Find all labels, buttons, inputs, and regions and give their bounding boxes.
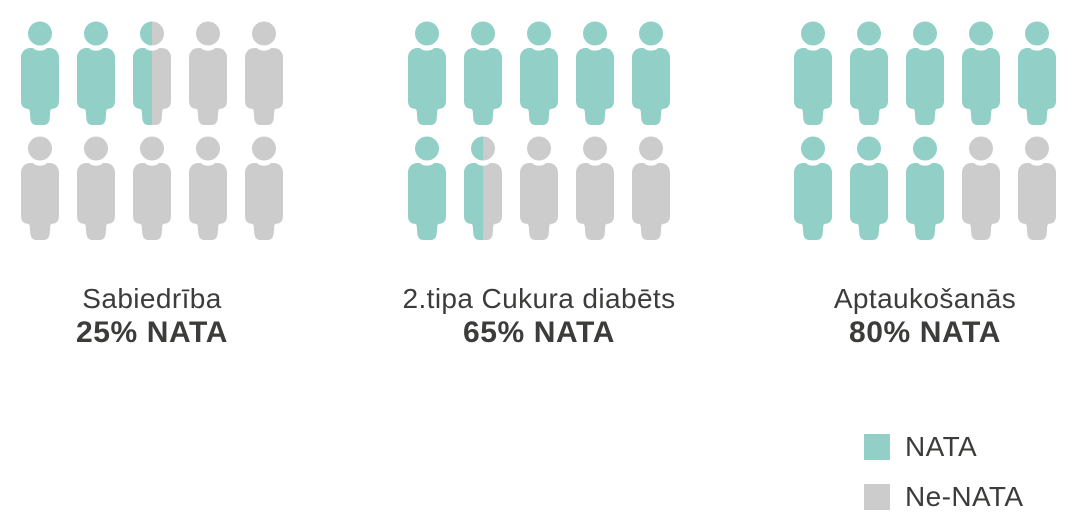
person-icon-half [464,136,502,240]
person-icon-full [906,136,944,240]
person-icon-empty [576,136,614,240]
person-icon-half [133,21,171,125]
legend-item-nata: NATA [864,431,1023,463]
person-icon-empty [245,136,283,240]
group-caption: Aptaukošanās 80% NATA [705,283,1080,349]
group-title: Sabiedrība [82,283,222,314]
group-caption: Sabiedrība 25% NATA [0,283,372,349]
person-icon-empty [133,136,171,240]
person-icon-full [77,21,115,125]
person-icon-empty [632,136,670,240]
person-icon-empty [1018,136,1056,240]
person-icon-full [794,136,832,240]
legend: NATA Ne-NATA [864,431,1023,513]
person-icon-full [464,21,502,125]
group-percentage: 25% NATA [75,316,229,349]
person-icon-full [794,21,832,125]
group-aptaukosanas: Aptaukošanās 80% NATA [794,21,1056,349]
person-icon-empty [21,136,59,240]
person-icon-full [962,21,1000,125]
legend-label-ne-nata: Ne-NATA [905,481,1024,512]
person-icon-empty [245,21,283,125]
person-icon-full [906,21,944,125]
group-sabiedriba: Sabiedrība 25% NATA [21,21,283,349]
person-icon-full [21,21,59,125]
person-icon-full [576,21,614,125]
person-icon-empty [77,136,115,240]
person-icon-full [520,21,558,125]
legend-label-nata: NATA [905,431,978,462]
person-icon-empty [189,136,227,240]
group-percentage: 80% NATA [848,316,1002,349]
person-icon-full [850,136,888,240]
icon-grid-aptaukosanas [794,21,1056,240]
group-caption: 2.tipa Cukura diabēts 65% NATA [319,283,759,349]
person-icon-full [850,21,888,125]
group-title: 2.tipa Cukura diabēts [402,283,676,314]
group-cukura-diabets: 2.tipa Cukura diabēts 65% NATA [402,21,675,349]
icon-grid-cukura-diabets [408,21,670,240]
person-icon-full [408,21,446,125]
group-percentage: 65% NATA [462,316,616,349]
legend-item-ne-nata: Ne-NATA [864,481,1023,513]
person-icon-full [408,136,446,240]
group-title: Aptaukošanās [833,283,1017,314]
person-icon-empty [962,136,1000,240]
icon-grid-sabiedriba [21,21,283,240]
legend-swatch-ne-nata [864,484,890,510]
person-icon-empty [520,136,558,240]
legend-swatch-nata [864,434,890,460]
person-icon-full [632,21,670,125]
person-icon-full [1018,21,1056,125]
person-icon-empty [189,21,227,125]
